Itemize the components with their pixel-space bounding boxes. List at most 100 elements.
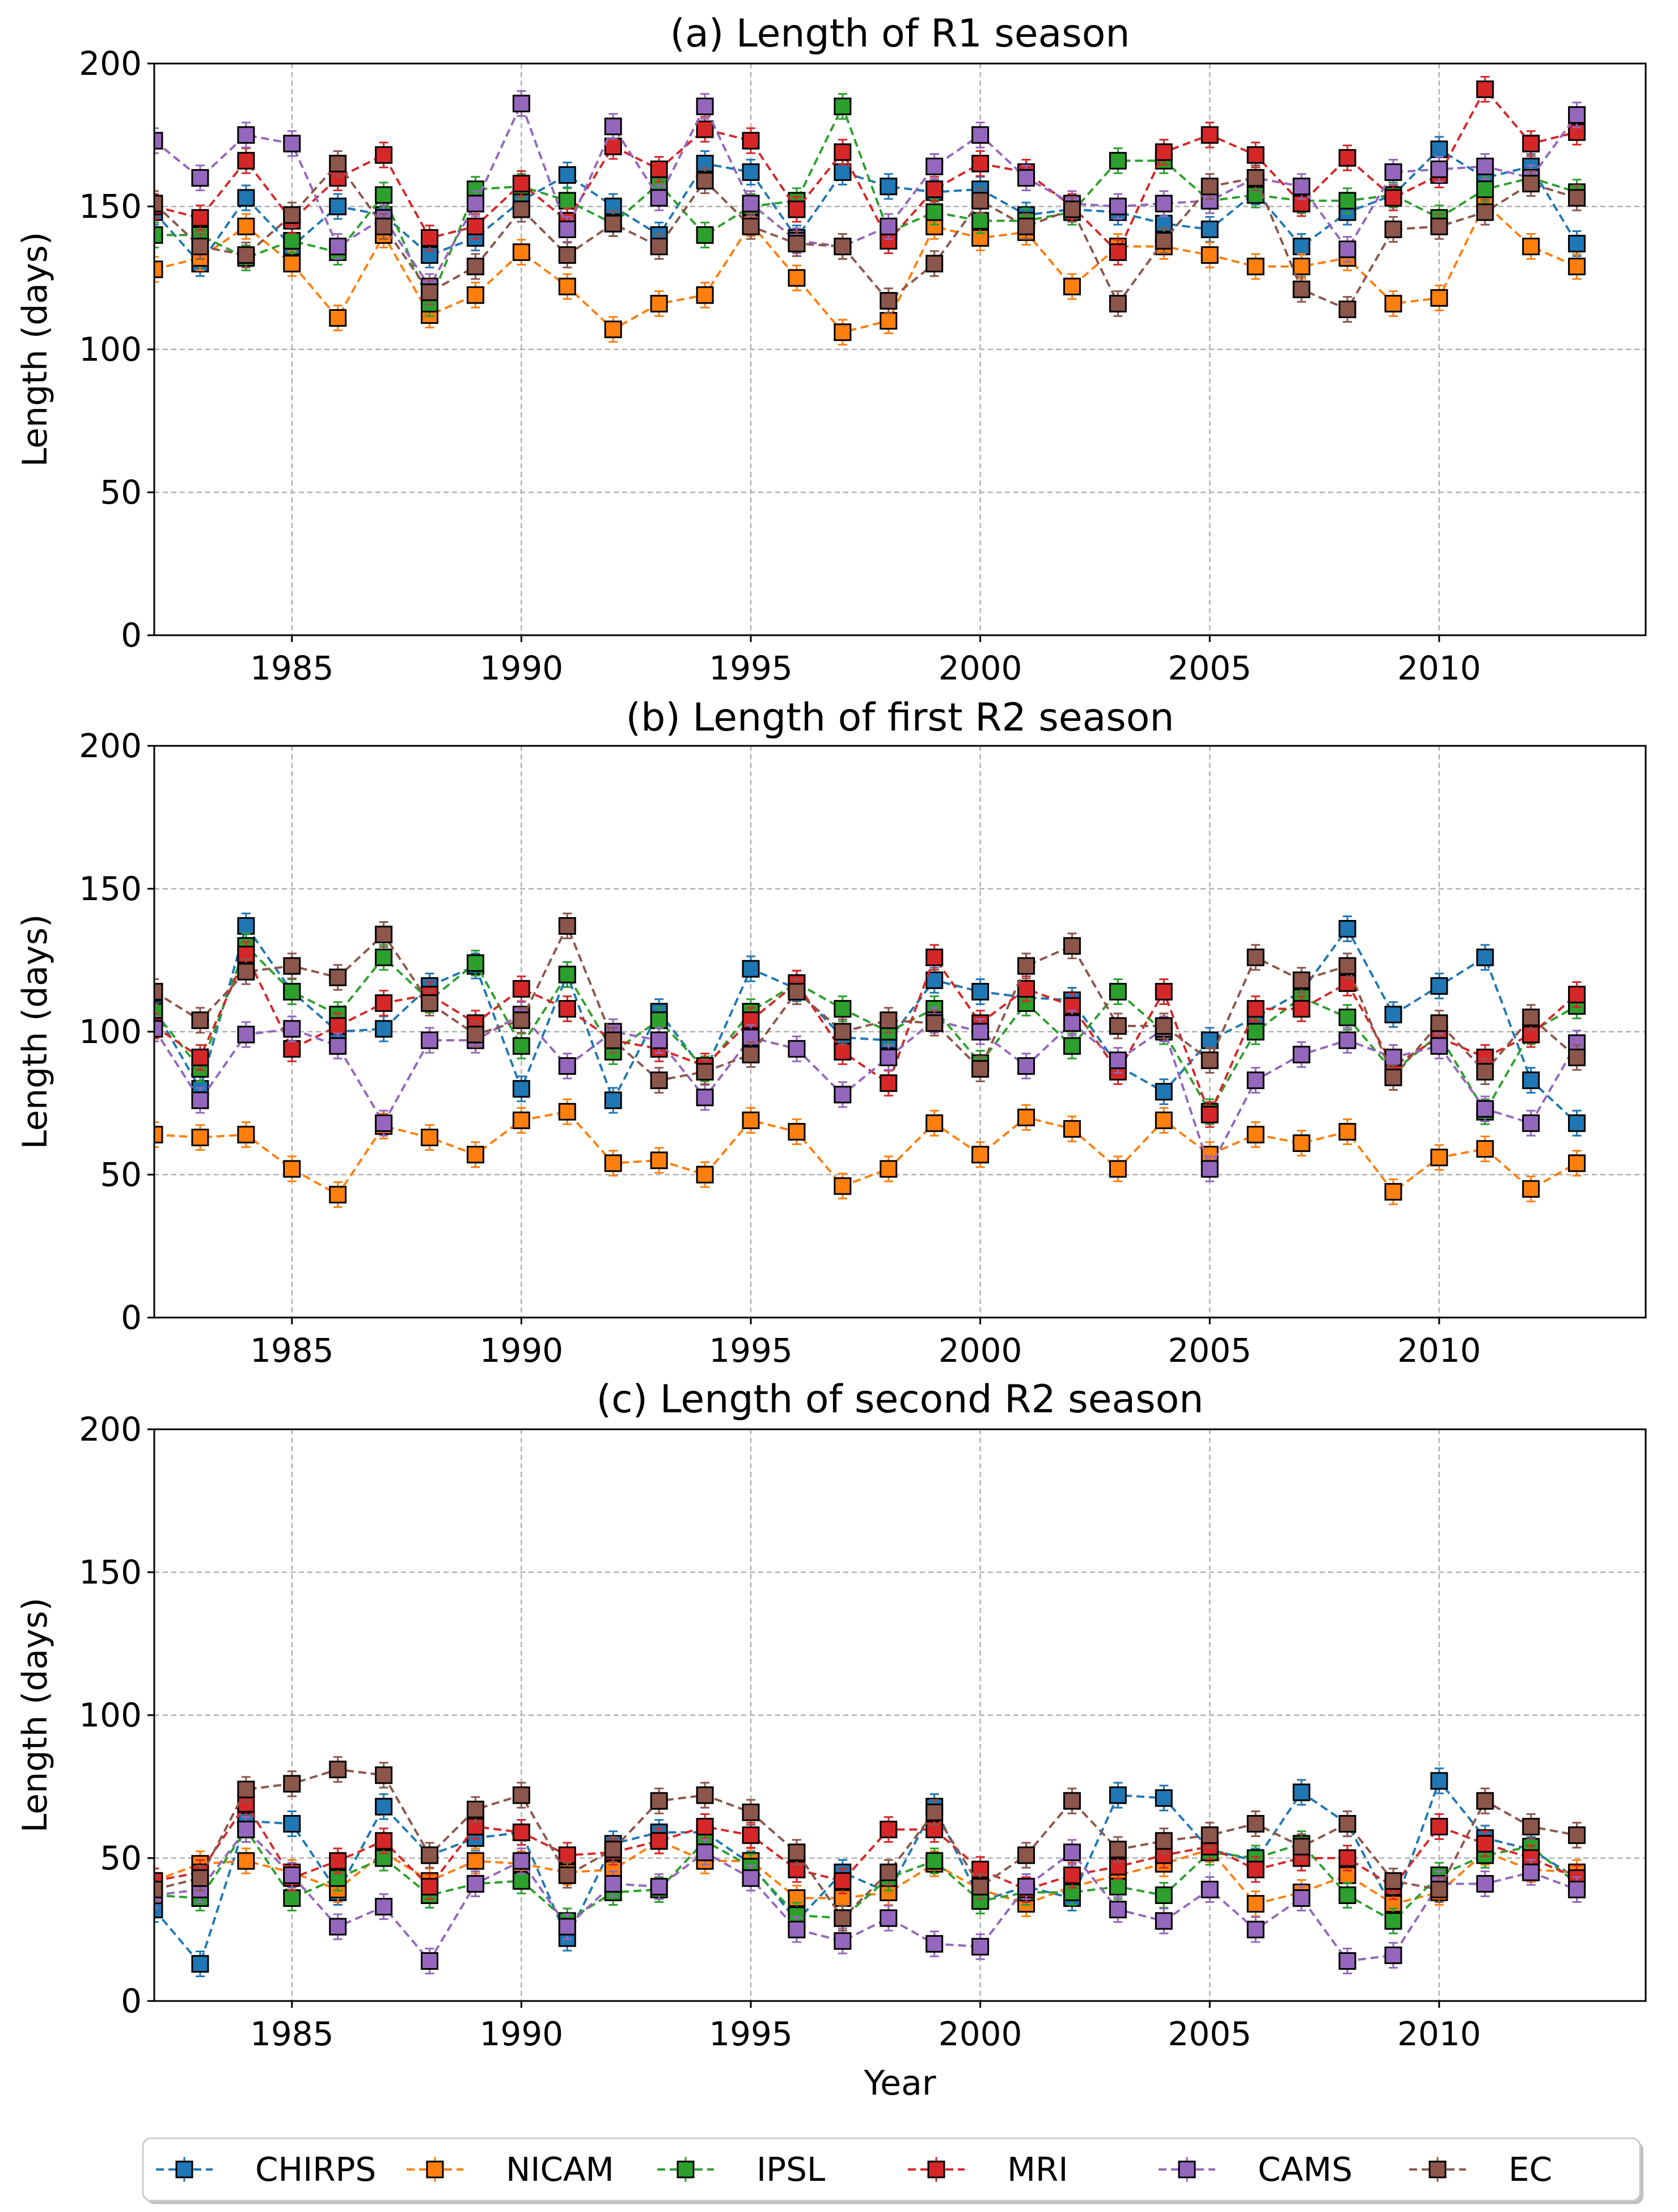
panel-c-title: (c) Length of second R2 season: [597, 1377, 1204, 1422]
data-point-ec: [880, 292, 898, 310]
data-point-cams: [650, 1877, 668, 1896]
data-point-nicam: [558, 277, 576, 296]
data-point-nicam: [1109, 1160, 1127, 1178]
data-point-cams: [1292, 1045, 1311, 1063]
data-point-cams: [971, 1937, 990, 1956]
data-point-nicam: [237, 217, 255, 235]
data-point-ec: [696, 1786, 714, 1804]
data-point-mri: [788, 200, 806, 218]
data-point-nicam: [1246, 1125, 1265, 1143]
data-point-nicam: [1522, 1180, 1540, 1198]
data-point-ec: [466, 1025, 484, 1044]
data-point-ec: [1338, 300, 1356, 318]
y-tick-label: 50: [100, 473, 142, 512]
data-point-chirps: [1476, 948, 1494, 966]
data-point-mri: [742, 1826, 760, 1844]
data-point-ec: [375, 1766, 393, 1784]
data-point-ec: [512, 1786, 530, 1804]
data-point-ec: [1155, 231, 1173, 250]
data-point-ec: [421, 994, 439, 1012]
data-point-ec: [742, 1045, 760, 1063]
data-point-ec: [1155, 1832, 1173, 1850]
data-point-nicam: [696, 286, 714, 304]
data-point-ipsl: [834, 98, 852, 116]
data-point-cams: [512, 1852, 530, 1870]
data-point-nicam: [1568, 1154, 1586, 1172]
y-tick-label: 0: [121, 1982, 142, 2020]
x-tick-label: 1985: [250, 2015, 334, 2053]
legend-item-chirps: CHIRPS: [156, 2150, 376, 2189]
data-point-mri: [925, 948, 944, 966]
data-point-cams: [1476, 1875, 1494, 1893]
data-point-chirps: [558, 166, 576, 184]
data-point-cams: [971, 126, 990, 144]
data-point-ec: [1384, 1069, 1402, 1087]
data-point-nicam: [604, 320, 622, 339]
x-tick-label: 2010: [1397, 649, 1481, 687]
data-point-ipsl: [834, 1000, 852, 1018]
data-point-chirps: [1430, 977, 1448, 995]
data-point-cams: [696, 98, 714, 116]
data-point-ec: [1063, 937, 1081, 955]
data-point-chirps: [237, 917, 255, 935]
data-point-cams: [283, 1866, 301, 1884]
data-point-ipsl: [375, 948, 393, 966]
data-point-cams: [1292, 1889, 1311, 1907]
data-point-cams: [1338, 1952, 1356, 1970]
data-point-ec: [1017, 1846, 1035, 1864]
data-point-ec: [880, 1011, 898, 1029]
data-point-ec: [375, 217, 393, 235]
series-line-ipsl: [154, 103, 1578, 307]
data-point-ec: [650, 238, 668, 256]
data-point-chirps: [329, 197, 347, 216]
data-point-ec: [925, 255, 944, 273]
data-point-chirps: [1384, 1006, 1402, 1024]
data-point-ec: [1292, 280, 1311, 298]
data-point-mri: [1155, 143, 1173, 161]
data-point-ec: [283, 957, 301, 975]
data-point-mri: [1155, 982, 1173, 1001]
data-point-ec: [925, 1803, 944, 1821]
legend-marker-ipsl: [677, 2160, 695, 2179]
x-tick-label: 1990: [480, 2015, 564, 2053]
data-point-ipsl: [925, 1852, 944, 1870]
data-point-nicam: [604, 1154, 622, 1172]
data-point-nicam: [1246, 257, 1265, 276]
data-point-mri: [1063, 1866, 1081, 1884]
data-point-cams: [558, 1918, 576, 1936]
y-tick-label: 150: [79, 869, 142, 908]
data-point-mri: [1246, 1860, 1265, 1878]
data-point-ec: [834, 1909, 852, 1927]
data-point-ec: [971, 1060, 990, 1078]
data-point-ec: [1430, 1014, 1448, 1032]
data-point-cams: [742, 1869, 760, 1887]
data-point-cams: [834, 1932, 852, 1950]
data-point-ec: [1063, 200, 1081, 218]
x-tick-label: 2005: [1168, 2015, 1252, 2053]
x-axis-label: Year: [863, 2063, 936, 2103]
series-line-chirps: [154, 923, 1578, 1124]
series-line-chirps: [154, 1778, 1578, 1966]
data-point-cams: [1063, 1843, 1081, 1861]
data-point-mri: [1246, 1000, 1265, 1018]
data-point-ec: [1017, 957, 1035, 975]
data-point-ipsl: [1155, 1886, 1173, 1905]
data-point-cams: [1384, 1946, 1402, 1964]
data-point-ec: [154, 982, 163, 1001]
data-point-ec: [742, 1803, 760, 1821]
data-point-ec: [1384, 1872, 1402, 1890]
data-point-nicam: [237, 1125, 255, 1143]
data-point-ec: [191, 238, 209, 256]
panel-b-ylabel: Length (days): [15, 914, 55, 1149]
data-point-ec: [512, 1011, 530, 1029]
data-point-cams: [237, 1025, 255, 1044]
y-tick-label: 200: [79, 1410, 142, 1449]
series-line-cams: [154, 100, 1578, 289]
data-point-mri: [604, 137, 622, 155]
data-point-nicam: [154, 1125, 163, 1143]
data-point-chirps: [742, 163, 760, 181]
data-point-ec: [283, 206, 301, 224]
data-point-ec: [1063, 1792, 1081, 1810]
data-point-cams: [1246, 1920, 1265, 1939]
data-point-ec: [1476, 1792, 1494, 1810]
